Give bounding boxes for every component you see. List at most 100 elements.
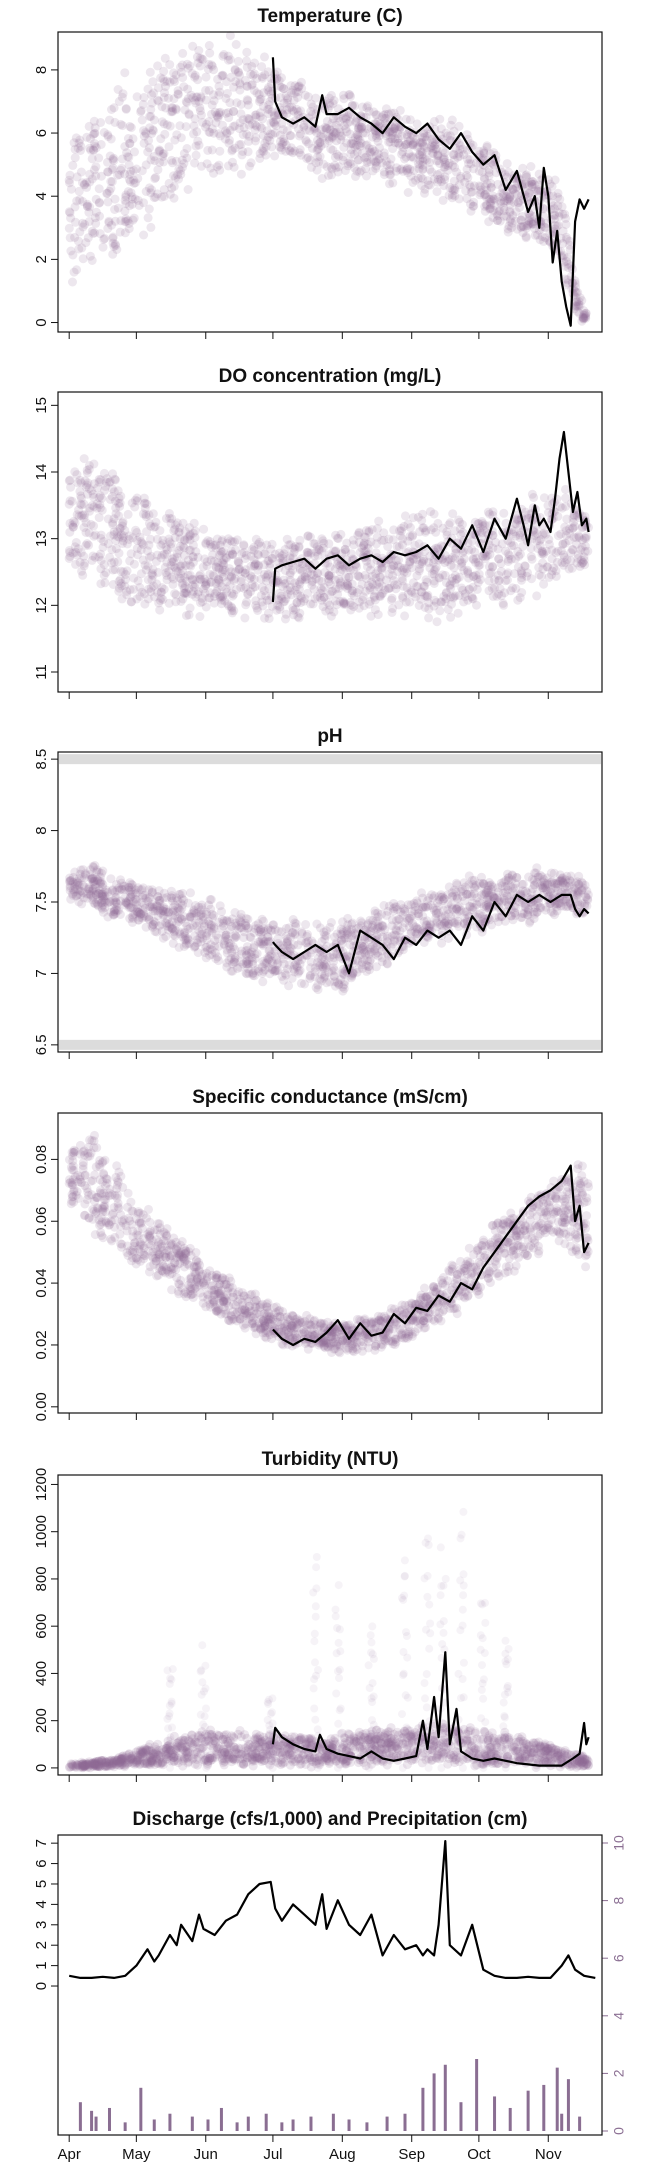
cloud-point — [139, 126, 149, 136]
cloud-point — [342, 138, 352, 148]
cloud-point — [235, 70, 244, 80]
cloud-point — [74, 138, 84, 148]
cloud-point — [206, 920, 216, 930]
cloud-point — [223, 108, 233, 118]
cloud-point — [443, 605, 453, 614]
cloud-point — [467, 545, 477, 554]
cloud-point — [197, 593, 207, 603]
cloud-point — [229, 82, 239, 92]
cloud-point — [113, 203, 123, 213]
cloud-point — [438, 154, 448, 164]
cloud-point — [120, 68, 130, 78]
cloud-point — [447, 115, 457, 125]
cloud-point — [518, 541, 528, 551]
cloud-point — [547, 545, 557, 555]
cloud-point — [282, 98, 292, 108]
cloud-point — [373, 565, 383, 575]
cloud-point — [168, 554, 177, 564]
cloud-point — [334, 124, 344, 134]
cloud-point — [371, 539, 381, 549]
cloud-point — [254, 966, 264, 976]
cloud-point — [473, 578, 483, 587]
cloud-point — [430, 144, 440, 154]
cloud-point — [190, 70, 200, 80]
cloud-point — [345, 90, 355, 100]
cloud-point — [561, 484, 570, 494]
cloud-point — [236, 577, 246, 587]
cloud-point — [186, 888, 195, 898]
cloud-point — [578, 312, 588, 322]
cloud-point — [179, 159, 189, 168]
cloud-point — [293, 87, 303, 97]
cloud-point — [134, 200, 144, 210]
cloud-point — [223, 88, 232, 98]
cloud-point — [388, 604, 398, 613]
cloud-point — [112, 527, 122, 537]
cloud-point — [167, 183, 177, 193]
cloud-point — [425, 158, 435, 167]
cloud-point — [222, 916, 232, 926]
cloud-point — [539, 579, 549, 589]
cloud-point — [122, 566, 132, 576]
cloud-point — [432, 170, 442, 180]
cloud-point — [508, 184, 518, 194]
cloud-point — [218, 71, 228, 81]
cloud-point — [270, 151, 280, 161]
cloud-point — [411, 134, 421, 144]
cloud-point — [391, 166, 401, 176]
cloud-point — [217, 907, 226, 917]
cloud-point — [244, 115, 254, 125]
cloud-point — [320, 961, 330, 971]
cloud-point — [64, 499, 74, 509]
cloud-point — [139, 198, 148, 208]
cloud-point — [436, 177, 446, 187]
cloud-point — [197, 54, 207, 64]
cloud-point — [457, 520, 467, 529]
cloud-point — [169, 94, 179, 104]
cloud-point — [468, 201, 478, 211]
cloud-point — [247, 62, 257, 71]
cloud-point — [202, 942, 212, 952]
cloud-point — [146, 111, 156, 121]
cloud-point — [561, 501, 571, 511]
cloud-point — [211, 118, 221, 128]
cloud-point — [236, 100, 246, 109]
cloud-point — [329, 127, 339, 137]
cloud-point — [410, 540, 420, 550]
cloud-point — [78, 218, 88, 228]
cloud-point — [148, 126, 158, 136]
cloud-point — [264, 87, 274, 96]
cloud-point — [311, 574, 321, 584]
reference-band-1 — [59, 754, 601, 765]
cloud-point — [76, 167, 86, 177]
cloud-point — [366, 611, 376, 621]
cloud-point — [214, 81, 224, 91]
cloud-point — [258, 73, 268, 83]
cloud-point — [280, 565, 290, 575]
cloud-point — [274, 76, 284, 86]
cloud-point — [401, 114, 411, 124]
cloud-point — [265, 946, 275, 956]
cloud-point — [277, 73, 286, 83]
cloud-point — [153, 61, 163, 71]
cloud-point — [88, 489, 98, 499]
cloud-point — [96, 118, 106, 127]
cloud-point — [533, 230, 542, 240]
cloud-point — [286, 131, 296, 141]
cloud-point — [336, 135, 346, 145]
cloud-point — [183, 63, 193, 73]
cloud-point — [444, 158, 454, 168]
cloud-point — [324, 99, 334, 108]
cloud-point — [415, 160, 425, 170]
cloud-point — [537, 571, 546, 581]
cloud-point — [308, 102, 318, 112]
cloud-point — [70, 144, 80, 154]
cloud-point — [263, 953, 272, 963]
cloud-point — [359, 540, 369, 550]
cloud-point — [144, 143, 154, 153]
cloud-point — [364, 106, 374, 116]
cloud-point — [71, 217, 80, 227]
cloud-point — [185, 912, 195, 922]
cloud-point — [114, 498, 124, 508]
cloud-point — [141, 160, 151, 170]
